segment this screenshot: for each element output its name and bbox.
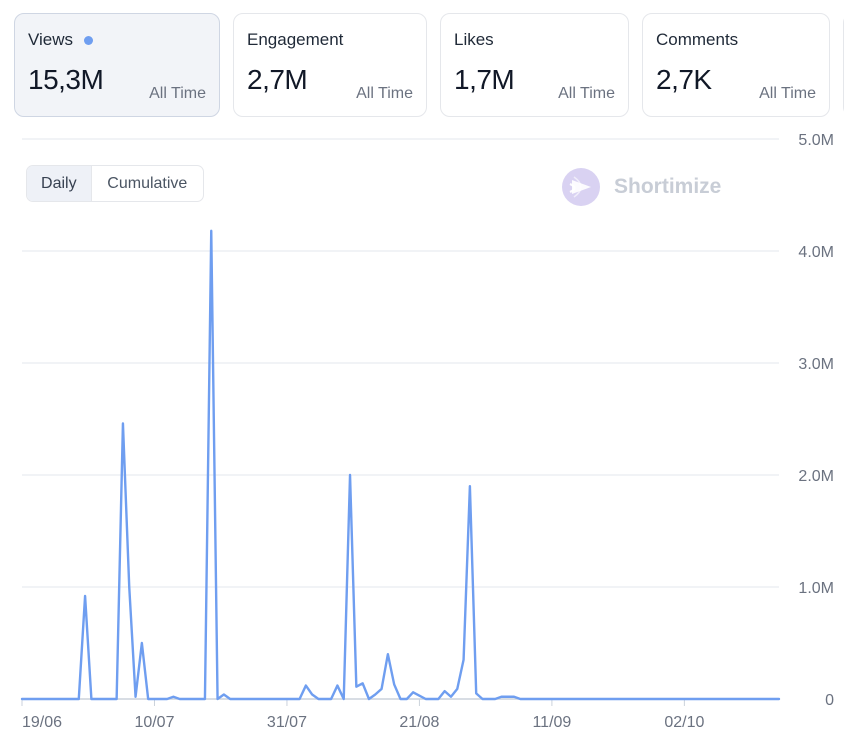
daily-toggle-button[interactable]: Daily	[27, 166, 92, 201]
metric-period: All Time	[558, 85, 615, 102]
y-tick-label: 3.0M	[798, 356, 834, 373]
y-axis-ticks: 0 1.0M 2.0M 3.0M 4.0M 5.0M	[798, 132, 834, 709]
y-tick-label: 5.0M	[798, 132, 834, 149]
x-tick-label: 21/08	[399, 714, 439, 731]
metric-title-text: Views	[28, 30, 74, 49]
x-tick-label: 11/09	[532, 714, 571, 731]
metric-title: Comments	[656, 30, 739, 49]
shortimize-logo-icon	[562, 168, 600, 206]
y-tick-label: 2.0M	[798, 468, 834, 485]
metric-value: 2,7K	[656, 64, 712, 95]
chart-grid	[22, 138, 779, 700]
metric-cards: Views 15,3M All Time Engagement 2,7M All…	[14, 13, 844, 117]
metric-value: 15,3M	[28, 64, 104, 95]
chart-mode-toggle: Daily Cumulative	[26, 165, 204, 202]
active-indicator-dot	[84, 35, 94, 45]
views-line-chart: 0 1.0M 2.0M 3.0M 4.0M 5.0M 19/06 10/07 31/07 21/…	[20, 132, 834, 731]
metric-title: Likes	[454, 30, 494, 49]
cumulative-toggle-button[interactable]: Cumulative	[107, 174, 188, 192]
x-tick-label: 02/10	[664, 714, 704, 731]
metric-card-engagement[interactable]: Engagement 2,7M All Time	[233, 13, 427, 117]
metric-value: 2,7M	[247, 64, 308, 95]
x-tick-label: 19/06	[22, 714, 62, 731]
metric-period: All Time	[356, 85, 413, 102]
metric-value: 1,7M	[454, 64, 515, 95]
brand-name: Shortimize	[614, 175, 722, 198]
metric-card-likes[interactable]: Likes 1,7M All Time	[440, 13, 629, 117]
x-axis-ticks: 19/06 10/07 31/07 21/08 11/09 02/10	[21, 699, 704, 731]
metric-period: All Time	[759, 85, 816, 102]
metric-title: Engagement	[247, 30, 344, 49]
metric-card-views[interactable]: Views 15,3M All Time	[14, 13, 220, 117]
metric-card-comments[interactable]: Comments 2,7K All Time	[642, 13, 830, 117]
metric-title: Views	[28, 30, 94, 50]
x-tick-label: 10/07	[134, 714, 174, 731]
x-tick-label: 31/07	[267, 714, 307, 731]
views-series-line	[20, 229, 781, 701]
y-tick-label: 0	[825, 692, 834, 709]
y-tick-label: 4.0M	[798, 244, 834, 261]
y-tick-label: 1.0M	[798, 580, 834, 597]
metric-period: All Time	[149, 85, 206, 102]
brand-watermark: Shortimize	[561, 167, 721, 207]
